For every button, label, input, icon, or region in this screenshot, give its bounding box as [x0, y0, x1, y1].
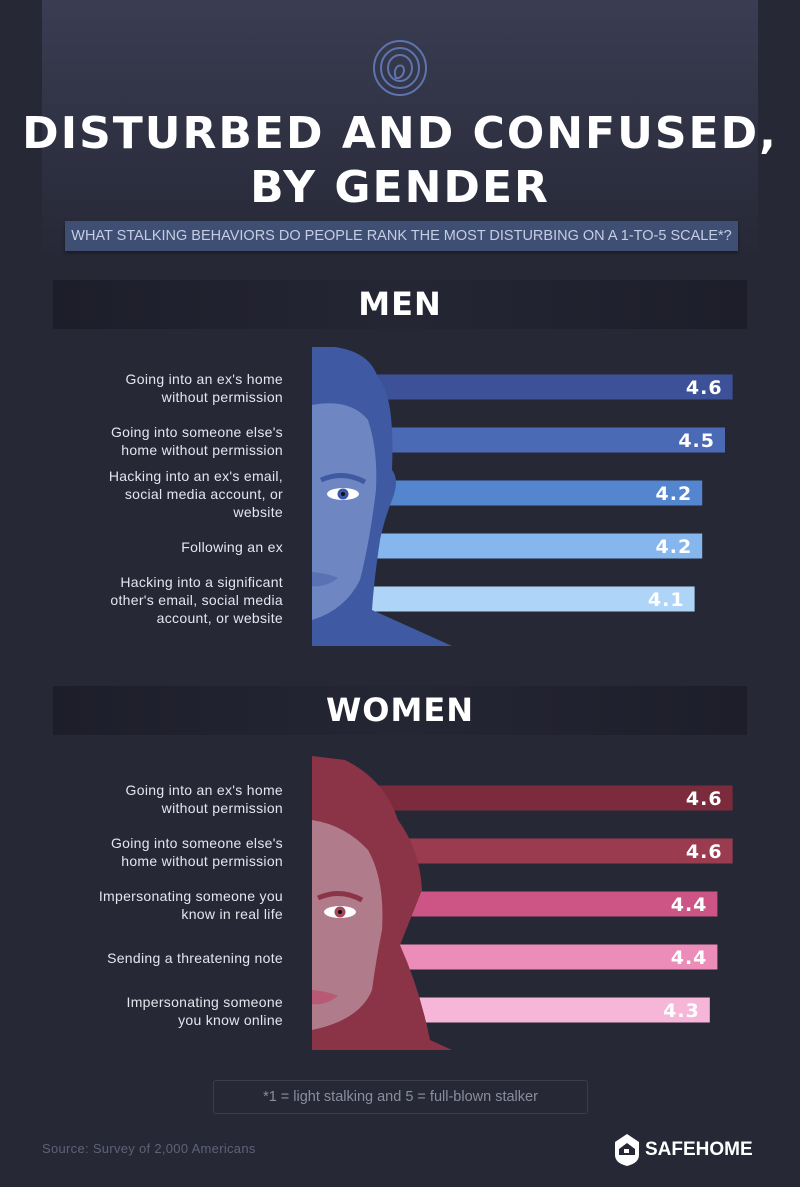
bar	[312, 586, 695, 612]
safehome-logo: SAFEHOME	[614, 1133, 753, 1167]
category-label-line: Going into someone else's	[110, 835, 283, 851]
maze-head-icon	[373, 40, 427, 96]
category-label-line: home without permission	[121, 442, 283, 458]
source-note: Source: Survey of 2,000 Americans	[42, 1141, 256, 1156]
category-label-line: Impersonating someone	[126, 994, 283, 1010]
category-label-line: account, or website	[156, 610, 283, 626]
subtitle: WHAT STALKING BEHAVIORS DO PEOPLE RANK T…	[65, 221, 738, 251]
category-label-line: without permission	[161, 389, 283, 405]
category-label: Following an ex	[43, 538, 283, 556]
woman-face-illustration	[312, 756, 452, 1050]
footnote: *1 = light stalking and 5 = full-blown s…	[213, 1080, 588, 1114]
category-label-line: without permission	[161, 800, 283, 816]
category-label-line: Going into an ex's home	[125, 371, 283, 387]
value-label: 4.6	[686, 377, 723, 399]
women-chart: 4.6 4.6 4.4 4.4 4.3	[312, 756, 733, 1050]
value-label: 4.2	[656, 536, 693, 558]
category-label-line: Sending a threatening note	[107, 950, 283, 966]
value-label: 4.5	[678, 430, 715, 452]
category-label: Going into an ex's home without permissio…	[43, 781, 283, 817]
category-label-line: Following an ex	[181, 539, 283, 555]
women-section-header: WOMEN	[53, 686, 747, 735]
category-label-line: other's email, social media	[110, 592, 283, 608]
value-label: 4.4	[671, 894, 708, 916]
men-section-header: MEN	[53, 280, 747, 329]
category-label: Going into an ex's home without permissio…	[43, 370, 283, 406]
category-label: Hacking into a significant other's email,…	[43, 573, 283, 627]
category-label: Impersonating someone you know online	[43, 993, 283, 1029]
category-label-line: social media account, or	[124, 486, 283, 502]
category-label-line: Hacking into an ex's email,	[108, 468, 283, 484]
man-face-illustration	[312, 347, 452, 646]
page-title-line2: BY GENDER	[250, 162, 550, 213]
category-label: Going into someone else's home without pe…	[43, 834, 283, 870]
category-label: Sending a threatening note	[43, 949, 283, 967]
page-title-line1: DISTURBED AND CONFUSED,	[22, 108, 778, 159]
value-label: 4.6	[686, 788, 723, 810]
men-chart: 4.6 4.5 4.2 4.2 4.1	[312, 347, 733, 646]
category-label-line: home without permission	[121, 853, 283, 869]
logo-text: SAFEHOME	[645, 1139, 753, 1160]
value-label: 4.1	[648, 589, 685, 611]
category-label: Hacking into an ex's email, social media …	[43, 467, 283, 521]
value-label: 4.3	[663, 1000, 700, 1022]
value-label: 4.6	[686, 841, 723, 863]
category-label-line: know in real life	[181, 906, 283, 922]
category-label: Going into someone else's home without pe…	[43, 423, 283, 459]
category-label: Impersonating someone you know in real li…	[43, 887, 283, 923]
category-label-line: Going into an ex's home	[125, 782, 283, 798]
shield-house-icon	[615, 1134, 639, 1166]
category-label-line: website	[233, 504, 283, 520]
value-label: 4.4	[671, 947, 708, 969]
value-label: 4.2	[656, 483, 693, 505]
category-label-line: Hacking into a significant	[120, 574, 283, 590]
category-label-line: Impersonating someone you	[98, 888, 283, 904]
category-label-line: Going into someone else's	[110, 424, 283, 440]
header-background	[42, 0, 758, 260]
category-label-line: you know online	[178, 1012, 283, 1028]
